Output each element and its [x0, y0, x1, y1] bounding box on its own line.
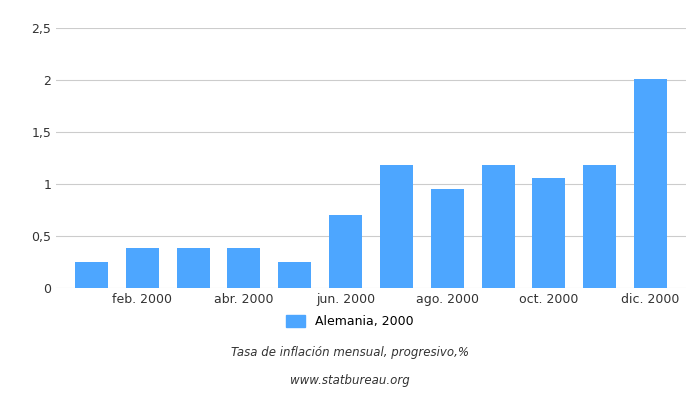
Bar: [176, 248, 210, 288]
Bar: [430, 189, 463, 288]
Bar: [634, 79, 667, 288]
Text: www.statbureau.org: www.statbureau.org: [290, 374, 410, 387]
Legend: Alemania, 2000: Alemania, 2000: [281, 310, 419, 333]
Bar: [482, 165, 514, 288]
Bar: [583, 165, 616, 288]
Text: Tasa de inflación mensual, progresivo,%: Tasa de inflación mensual, progresivo,%: [231, 346, 469, 359]
Bar: [279, 262, 312, 288]
Bar: [532, 178, 566, 288]
Bar: [126, 248, 159, 288]
Bar: [329, 215, 362, 288]
Bar: [75, 262, 108, 288]
Bar: [380, 165, 413, 288]
Bar: [228, 248, 260, 288]
